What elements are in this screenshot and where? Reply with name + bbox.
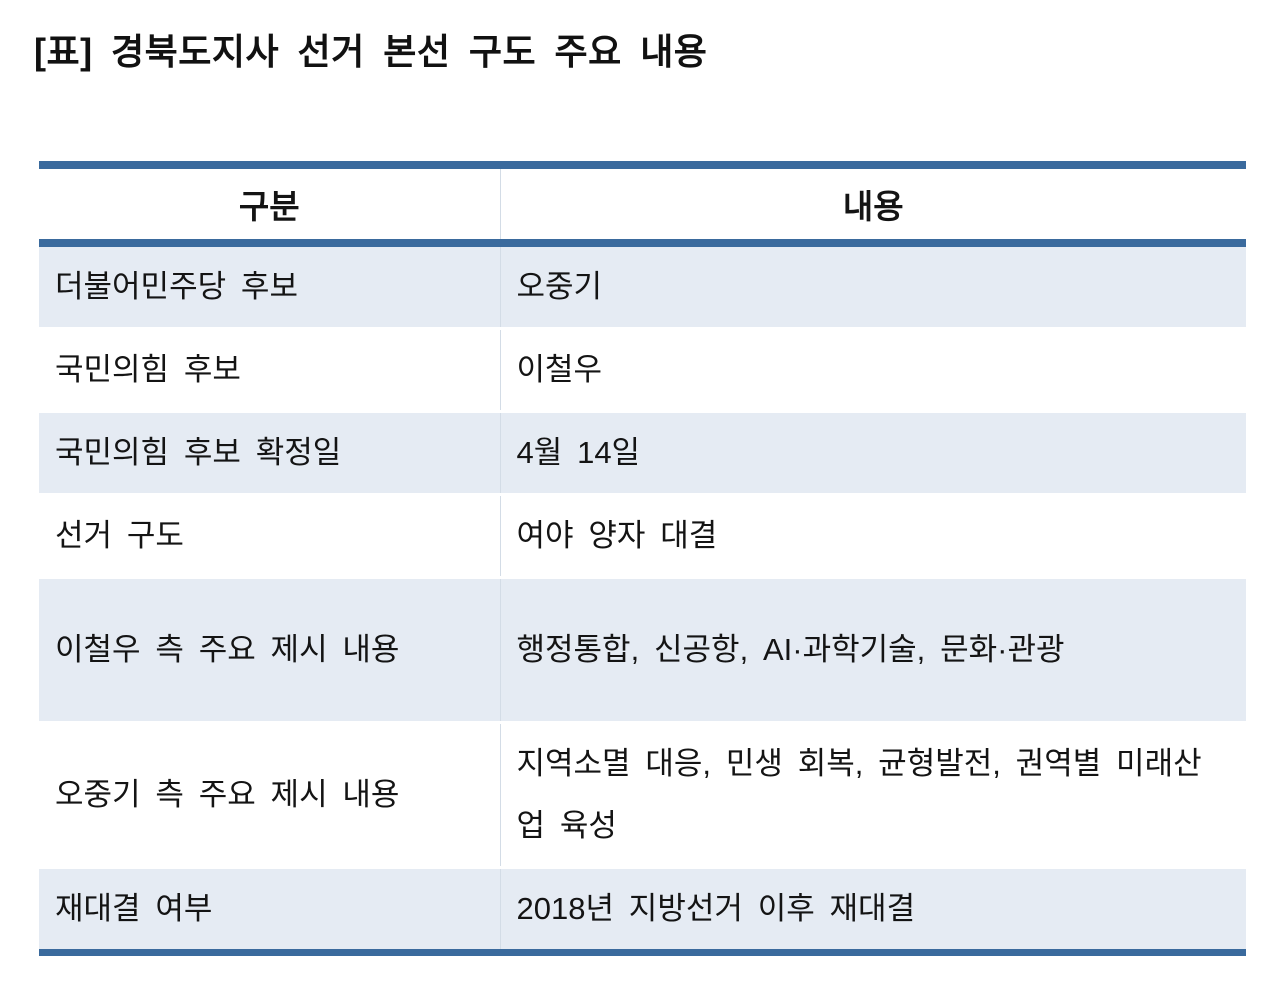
table-row: 국민의힘 후보 이철우 (39, 327, 1246, 412)
row-value: 지역소멸 대응, 민생 회복, 균형발전, 권역별 미래산업 육성 (500, 721, 1246, 868)
row-value: 4월 14일 (500, 410, 1246, 495)
table-row: 이철우 측 주요 제시 내용 행정통합, 신공항, AI·과학기술, 문화·관광 (39, 576, 1246, 723)
table-row: 더불어민주당 후보 오중기 (39, 243, 1246, 329)
row-value: 이철우 (500, 327, 1246, 412)
row-value: 오중기 (500, 243, 1246, 329)
table-body: 더불어민주당 후보 오중기 국민의힘 후보 이철우 국민의힘 후보 확정일 4월… (39, 243, 1246, 953)
row-value: 행정통합, 신공항, AI·과학기술, 문화·관광 (500, 576, 1246, 723)
table-header: 구분 내용 (39, 165, 1246, 248)
row-label: 재대결 여부 (39, 866, 501, 953)
table-row: 국민의힘 후보 확정일 4월 14일 (39, 410, 1246, 495)
row-label: 선거 구도 (39, 493, 501, 578)
table-row: 오중기 측 주요 제시 내용 지역소멸 대응, 민생 회복, 균형발전, 권역별… (39, 721, 1246, 868)
row-label: 국민의힘 후보 확정일 (39, 410, 501, 495)
row-label: 더불어민주당 후보 (39, 243, 501, 329)
column-header-category: 구분 (39, 165, 501, 248)
table-row: 선거 구도 여야 양자 대결 (39, 493, 1246, 578)
row-label: 이철우 측 주요 제시 내용 (39, 576, 501, 723)
page: [표] 경북도지사 선거 본선 구도 주요 내용 구분 내용 더불어민주당 후보… (34, 31, 1246, 957)
header-row: 구분 내용 (39, 165, 1246, 248)
row-label: 오중기 측 주요 제시 내용 (39, 721, 501, 868)
election-summary-table: 구분 내용 더불어민주당 후보 오중기 국민의힘 후보 이철우 국민의힘 후보 … (39, 161, 1246, 957)
row-value: 여야 양자 대결 (500, 493, 1246, 578)
page-title: [표] 경북도지사 선거 본선 구도 주요 내용 (34, 31, 708, 72)
table-row: 재대결 여부 2018년 지방선거 이후 재대결 (39, 866, 1246, 953)
row-label: 국민의힘 후보 (39, 327, 501, 412)
row-value: 2018년 지방선거 이후 재대결 (500, 866, 1246, 953)
column-header-content: 내용 (500, 165, 1246, 248)
